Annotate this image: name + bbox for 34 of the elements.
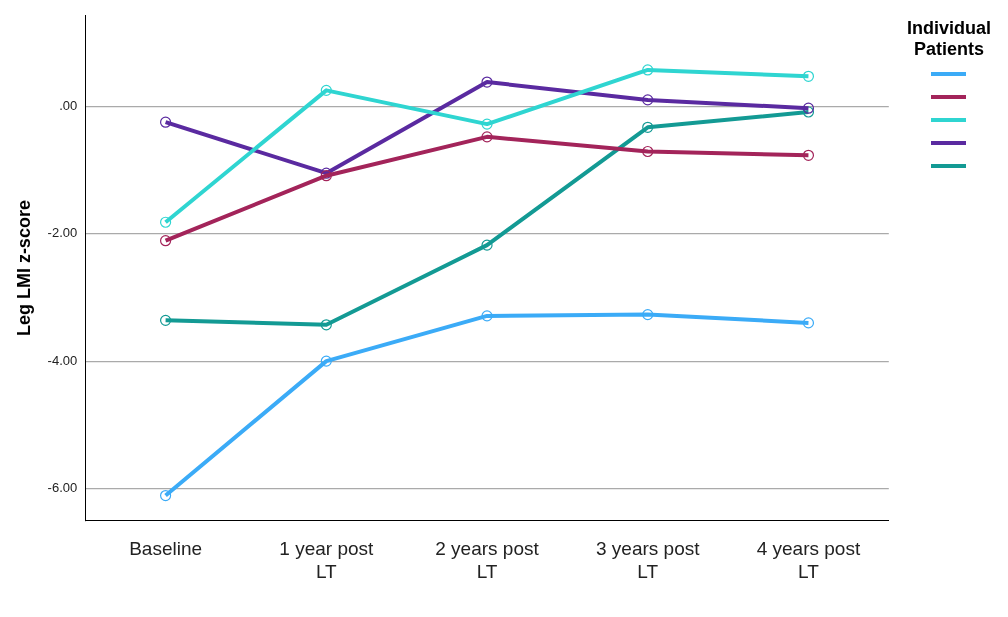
point [159, 489, 172, 502]
y-tick-label: -6.00 [47, 480, 78, 496]
y-tick-label: -4.00 [47, 352, 78, 368]
point [481, 118, 493, 130]
point [802, 106, 815, 118]
point [802, 317, 815, 329]
point [320, 355, 332, 367]
point [802, 70, 815, 82]
point [481, 131, 493, 143]
y-tick-label: .00 [59, 97, 78, 113]
point [481, 76, 493, 88]
point [642, 94, 654, 106]
x-tick-label: 4 years post LT [756, 538, 861, 582]
point [642, 145, 654, 158]
legend-title: Individual Patients [906, 18, 992, 60]
point [159, 116, 172, 128]
point [481, 239, 493, 251]
point [320, 319, 332, 331]
x-tick-label: 3 years post LT [595, 538, 701, 582]
point [642, 64, 654, 76]
point [159, 235, 172, 247]
point [642, 121, 654, 133]
point [159, 314, 172, 326]
x-tick-label: 2 years post LT [435, 538, 540, 582]
x-tick-label: 1 year post LT [279, 538, 375, 582]
point [320, 84, 332, 96]
point [802, 102, 815, 114]
point [159, 216, 172, 228]
point [802, 149, 815, 161]
point [642, 309, 654, 321]
point [481, 310, 493, 322]
x-tick-label: Baseline [129, 538, 203, 560]
y-tick-label: -2.00 [47, 225, 78, 241]
y-axis-title: Leg LMI z-score [13, 200, 34, 337]
